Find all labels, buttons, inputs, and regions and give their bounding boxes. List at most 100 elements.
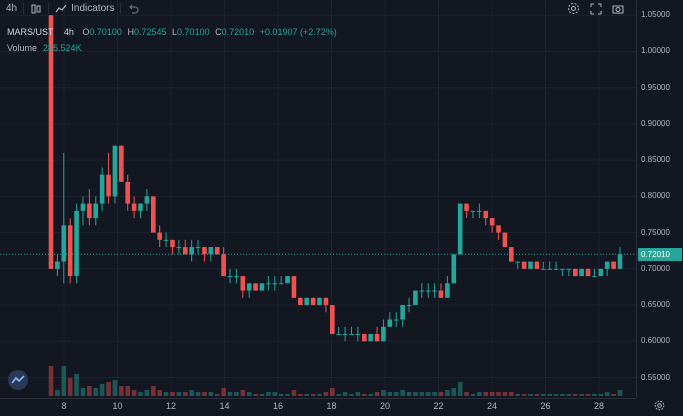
candle [413,290,418,306]
volume-bar [125,386,131,396]
volume-bar [598,394,604,396]
ohlc-legend: MARS/UST 4h O0.70100 H0.72545 L0.70100 C… [7,27,337,37]
volume-bar [617,390,623,396]
volume-bar [361,394,367,396]
candle [138,203,143,219]
candle [528,261,533,269]
price-tick-label: 1.05000 [641,10,670,20]
volume-bar [457,382,463,396]
price-tick-label: 0.70000 [641,263,670,273]
logo-icon[interactable] [8,370,28,390]
volume-bar [195,392,201,396]
gear-icon [654,398,665,416]
fullscreen-icon[interactable] [590,3,602,15]
candle-body [413,290,418,306]
candle [163,232,169,248]
volume-bar [298,394,303,396]
candle [470,210,476,219]
candle [432,283,437,298]
candle [119,145,124,182]
indicators-button[interactable]: Indicators [49,0,120,17]
symbol-label[interactable]: MARS/UST [7,27,54,37]
chart-type-button[interactable] [24,0,48,17]
candle-body [259,283,265,291]
volume-bar [400,390,405,396]
candle-body [240,276,246,291]
volume-bar [470,394,476,396]
candle-body [432,290,437,292]
snapshot-icon[interactable] [612,3,624,15]
price-scale[interactable]: 0.55000 0.60000 0.65000 0.70000 0.75000 0.800… [636,0,683,398]
candle [106,152,111,204]
volume-bar [170,392,175,396]
candle [266,276,271,291]
candle-body [419,290,425,292]
candle-body [393,319,399,321]
undo-button[interactable] [121,0,145,17]
chart-pane[interactable] [0,0,636,398]
volume-bar [566,394,572,396]
candle [61,152,67,284]
volume-bar [483,392,489,396]
candle [592,268,597,278]
indicators-label: Indicators [71,3,115,14]
volume-bar [119,386,124,396]
candle [74,203,79,284]
change-value: +0.01907 (+2.72%) [259,27,337,37]
interval-label: 4h [6,3,18,14]
candle [330,305,335,335]
volume-bar [368,394,373,396]
scale-settings-button[interactable] [636,398,683,415]
candle [425,283,431,298]
candle-body [80,203,86,211]
time-scale[interactable]: 8 10 12 14 16 18 20 22 24 26 28 [0,398,636,416]
undo-icon [127,3,140,15]
candle [214,247,220,255]
candle [566,268,572,277]
interval-button[interactable]: 4h [0,0,23,17]
candle [540,261,546,270]
candle-body [445,283,450,298]
volume-bar [387,392,393,396]
candle-body [266,283,271,285]
volume-bar [425,392,431,396]
volume-label[interactable]: Volume [7,43,38,53]
volume-bar [189,390,194,396]
volume-bar [227,392,233,396]
settings-icon[interactable] [567,2,580,15]
volume-bar [87,386,92,396]
candle [221,247,226,277]
candle-body [182,247,188,255]
candle-body [55,261,60,269]
toolbar-divider [48,3,50,14]
volume-bar [285,394,290,396]
candle [509,247,514,262]
candle [125,174,131,211]
candle [310,297,316,306]
candle [483,210,489,226]
price-tick-label: 0.85000 [641,155,670,165]
toolbar-right [567,0,624,17]
volume-bar [310,394,316,396]
volume-bar [234,392,239,396]
volume-bar [221,388,226,396]
volume-bar [560,394,565,396]
candle [278,276,284,285]
candle-body [464,203,469,211]
top-toolbar: 4h Indicators [0,0,636,17]
current-price-badge: 0.72010 [638,247,682,261]
candle-body [534,261,540,269]
price-tick-label: 0.80000 [641,191,670,201]
volume-bar [464,392,469,396]
candle [93,196,99,226]
candle [323,297,329,313]
volume-bar [393,392,399,396]
candle-body [99,174,105,204]
candle [611,261,616,269]
candle-body [106,174,111,197]
candle [438,283,444,298]
candle-body [617,254,623,269]
volume-bar [253,394,258,396]
volume-bar [374,392,380,396]
volume-bar [291,390,297,396]
